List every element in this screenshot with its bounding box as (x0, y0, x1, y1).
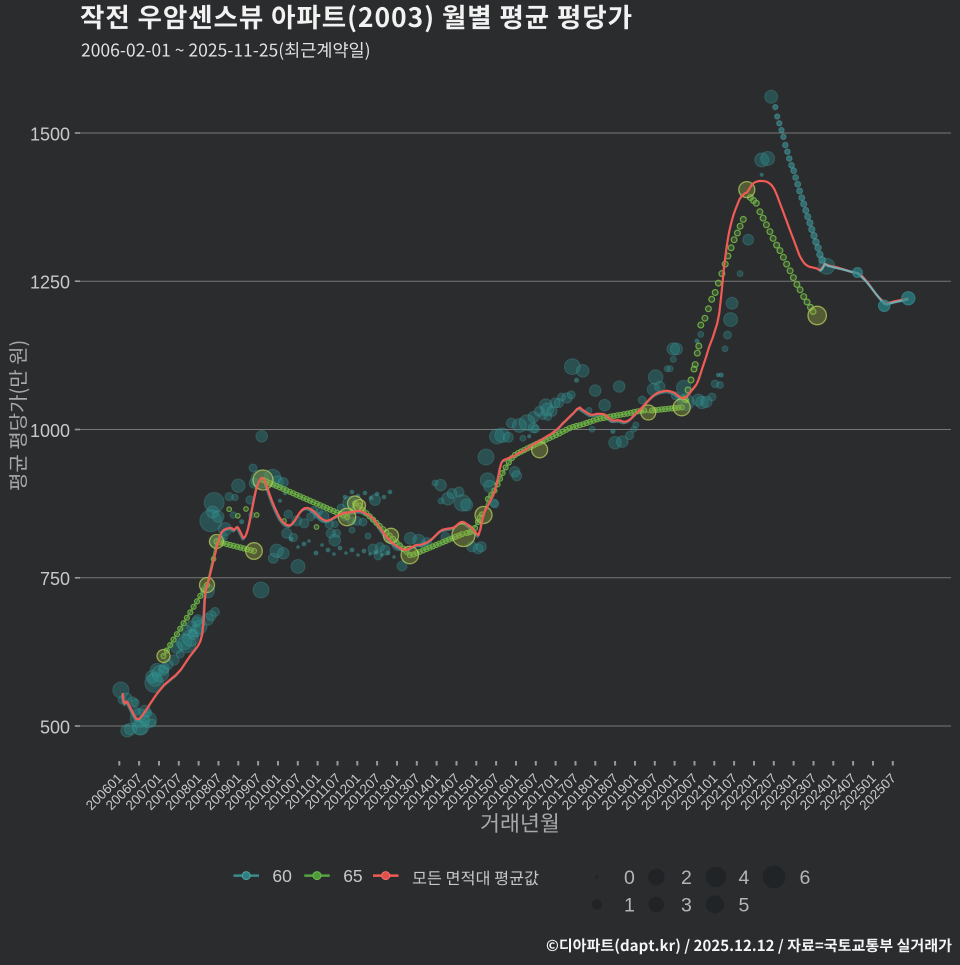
svg-text:5: 5 (739, 895, 750, 917)
svg-text:1250: 1250 (30, 273, 70, 293)
svg-text:2: 2 (681, 867, 692, 889)
svg-text:750: 750 (40, 569, 70, 589)
svg-text:6: 6 (800, 867, 811, 889)
svg-text:4: 4 (739, 867, 750, 889)
svg-text:1500: 1500 (30, 124, 70, 144)
svg-text:500: 500 (40, 717, 70, 737)
svg-text:0: 0 (624, 867, 635, 889)
svg-text:3: 3 (681, 895, 692, 917)
svg-text:65: 65 (343, 866, 362, 886)
svg-text:1000: 1000 (30, 421, 70, 441)
svg-text:60: 60 (272, 866, 292, 886)
svg-text:1: 1 (624, 895, 635, 917)
